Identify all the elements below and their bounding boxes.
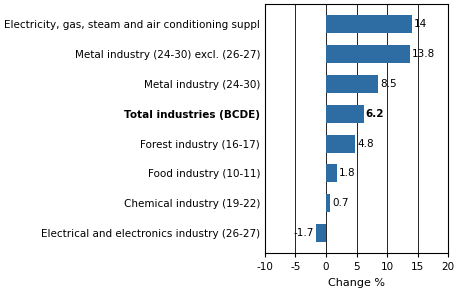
Bar — [326, 194, 330, 212]
Text: -1.7: -1.7 — [293, 228, 314, 238]
Text: 0.7: 0.7 — [332, 198, 349, 208]
Bar — [326, 105, 364, 123]
Bar — [326, 75, 378, 93]
Text: 1.8: 1.8 — [339, 168, 355, 178]
Bar — [326, 135, 355, 152]
Bar — [326, 45, 410, 63]
Text: 8.5: 8.5 — [380, 79, 397, 89]
Text: 4.8: 4.8 — [357, 139, 374, 149]
Text: 6.2: 6.2 — [366, 109, 384, 119]
Text: 13.8: 13.8 — [412, 49, 436, 59]
X-axis label: Change %: Change % — [328, 278, 385, 288]
Bar — [326, 164, 337, 182]
Bar — [326, 15, 412, 33]
Text: 14: 14 — [414, 20, 427, 29]
Bar — [316, 224, 326, 242]
